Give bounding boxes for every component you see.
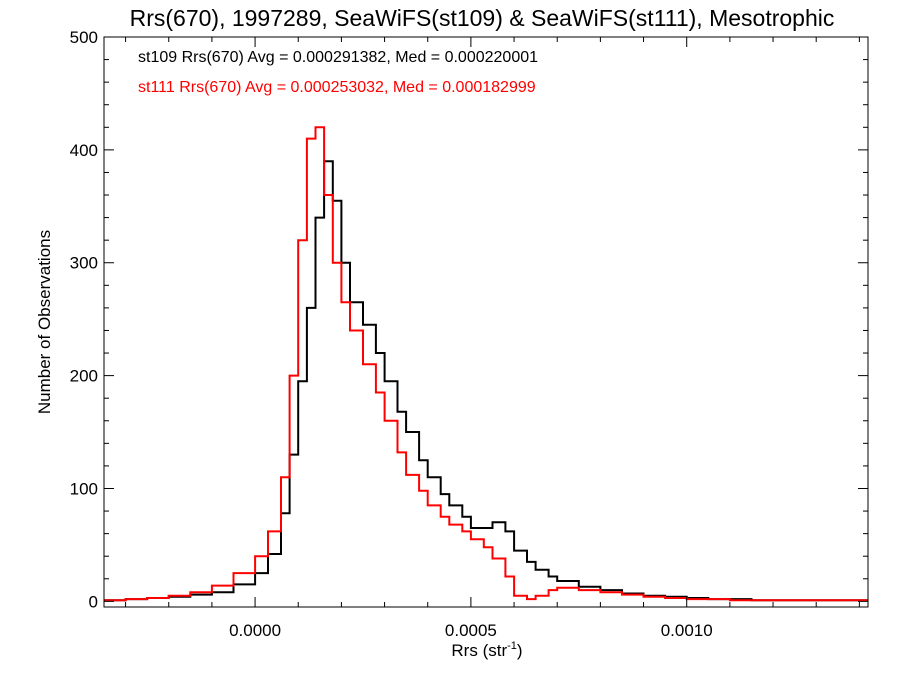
x-axis-label-close: )	[517, 641, 523, 660]
y-tick-label: 500	[70, 28, 98, 47]
legend: st109 Rrs(670) Avg = 0.000291382, Med = …	[138, 49, 538, 96]
x-tick-label: 0.0000	[229, 621, 281, 640]
x-axis-label-main: Rrs (str	[451, 641, 507, 660]
x-tick-label: 0.0010	[661, 621, 713, 640]
chart-title: Rrs(670), 1997289, SeaWiFS(st109) & SeaW…	[130, 5, 835, 31]
legend-entry-st111: st111 Rrs(670) Avg = 0.000253032, Med = …	[138, 79, 536, 96]
plot-frame	[103, 36, 869, 608]
y-tick-label: 400	[70, 141, 98, 160]
x-axis-label: Rrs (str-1)	[451, 640, 522, 660]
y-tick-label: 0	[89, 592, 98, 611]
series-st109	[104, 160, 868, 602]
y-axis-label: Number of Observations	[35, 230, 54, 414]
series-layer	[104, 126, 868, 602]
x-axis-label-superscript: -1	[507, 640, 517, 652]
y-tick-label: 100	[70, 479, 98, 498]
axis-ticks: 0.0000 0.0005 0.0010 0 100 200 300 400 500	[70, 28, 868, 640]
legend-entry-st109: st109 Rrs(670) Avg = 0.000291382, Med = …	[138, 49, 538, 66]
y-tick-label: 300	[70, 254, 98, 273]
x-tick-label: 0.0005	[445, 621, 497, 640]
series-st111	[104, 126, 868, 602]
y-tick-label: 200	[70, 367, 98, 386]
